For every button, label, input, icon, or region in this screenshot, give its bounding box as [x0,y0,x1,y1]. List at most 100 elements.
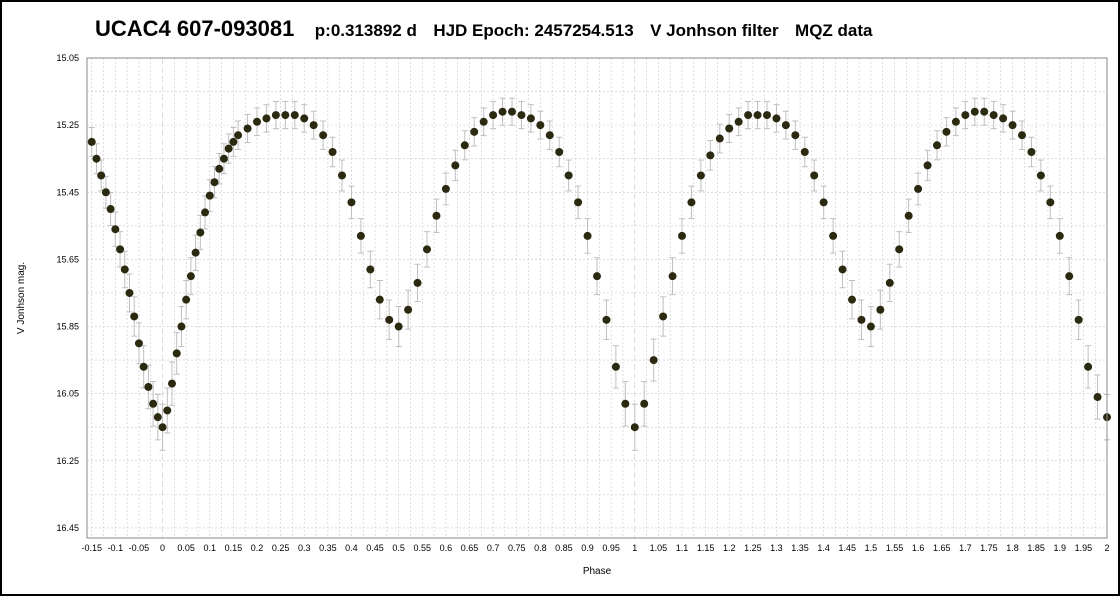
data-point [564,171,573,180]
data-point [375,295,384,304]
data-point [1055,231,1064,240]
data-point [1018,131,1026,140]
data-point [706,151,715,160]
x-tick-label: 1.15 [697,543,715,553]
y-tick-labels: 15.05 15.25 15.45 15.65 15.85 16.05 16.25 16.45 [56,53,79,533]
data-point [914,184,923,193]
data-point [97,171,106,180]
data-point [243,124,252,133]
data-point [281,111,290,120]
data-point [153,413,162,422]
data-point [489,111,498,120]
data-point [338,171,346,180]
chart-title-source: MQZ data [795,21,873,40]
data-point [205,191,214,200]
data-point [215,164,224,173]
data-point [649,356,658,365]
data-point [640,399,649,408]
data-point [687,198,696,207]
x-tick-label: 1.75 [980,543,998,553]
data-point [696,171,705,180]
data-point [668,272,677,281]
data-point [621,399,630,408]
plot-area-border [86,57,1108,539]
x-tick-label: 1.7 [959,543,972,553]
data-point [838,265,847,274]
data-point [356,231,365,240]
grid [87,57,1108,538]
x-tick-label: 0.15 [225,543,243,553]
data-point [116,245,125,254]
y-tick-label: 15.65 [56,254,79,264]
y-axis-label: V Jonhson mag. [16,262,27,334]
data-point [460,141,469,150]
data-point [999,114,1008,123]
data-point [234,131,243,140]
x-tick-label: 1.4 [817,543,830,553]
x-tick-label: 1.05 [650,543,668,553]
data-point [848,295,856,304]
data-point [1065,272,1074,281]
x-tick-label: 0.4 [345,543,358,553]
data-point [895,245,904,254]
data-point [791,131,800,140]
x-axis-label: Phase [583,566,612,577]
x-tick-label: 1.8 [1006,543,1019,553]
data-point [970,107,979,116]
data-point [224,144,233,153]
data-point [526,114,535,123]
x-tick-label: 1.6 [912,543,925,553]
x-tick-label: 0.2 [251,543,264,553]
data-point [87,137,96,146]
data-point [134,339,143,348]
x-tick-label: 0.1 [204,543,217,553]
y-tick-label: 16.45 [56,523,79,533]
data-point [753,111,762,120]
data-point [829,231,838,240]
data-point [857,315,866,324]
data-points [87,107,1111,432]
data-point [196,228,205,237]
x-tick-label: 1 [632,543,637,553]
data-point [271,111,280,120]
x-tick-label: 0.45 [366,543,384,553]
y-tick-label: 15.05 [56,53,79,63]
data-point [772,114,781,123]
chart-title-period: p:0.313892 d [314,21,417,40]
data-point [120,265,129,274]
x-tick-label: 1.1 [676,543,689,553]
x-tick-label: 0.6 [440,543,453,553]
x-tick-label: 1.25 [744,543,762,553]
error-bars [88,97,1110,451]
x-tick-label: 1.5 [865,543,878,553]
chart-title: UCAC4 607-093081 p:0.313892 d HJD Epoch:… [95,16,884,42]
data-point [810,171,819,180]
data-point [1093,393,1102,402]
data-point [328,147,337,156]
data-point [1074,315,1083,324]
data-point [101,188,110,197]
data-point [229,137,238,146]
data-point [470,127,479,136]
x-tick-label: 0.95 [602,543,620,553]
chart-title-star: UCAC4 607-093081 [95,16,295,41]
data-point [545,131,554,140]
data-point [177,322,186,331]
data-point [300,114,309,123]
x-tick-label: 0.35 [319,543,337,553]
x-tick-label: 1.45 [839,543,857,553]
x-tick-label: 0.05 [177,543,195,553]
data-point [191,248,200,257]
data-point [583,231,592,240]
x-tick-label: 1.85 [1027,543,1045,553]
data-point [139,362,148,371]
data-point [1008,121,1017,130]
x-tick-label: 0.9 [581,543,594,553]
y-tick-label: 16.25 [56,456,79,466]
y-tick-label: 16.05 [56,389,79,399]
data-point [593,272,601,281]
x-tick-label: 1.95 [1075,543,1093,553]
data-point [404,305,413,314]
x-tick-label: 1.35 [791,543,809,553]
